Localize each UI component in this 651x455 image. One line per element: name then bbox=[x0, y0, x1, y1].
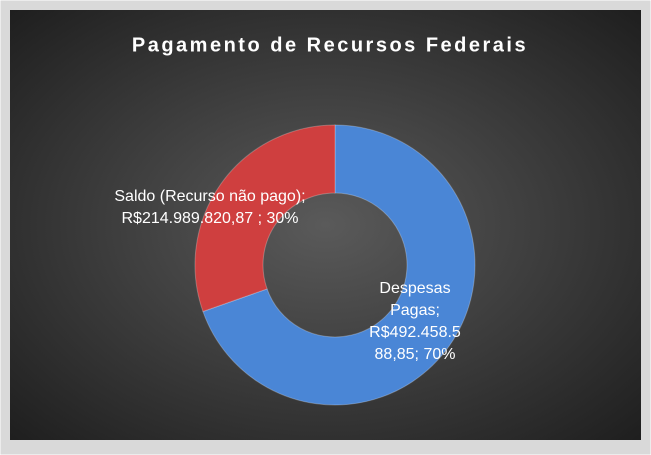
data-label: Saldo (Recurso não pago); R$214.989.820,… bbox=[114, 188, 306, 227]
chart-title: Pagamento de Recursos Federais bbox=[132, 34, 528, 56]
data-label: Despesas Pagas; R$492.458.588,85; 70% bbox=[369, 280, 461, 363]
donut-slice bbox=[202, 124, 476, 406]
donut-slice bbox=[194, 124, 336, 313]
